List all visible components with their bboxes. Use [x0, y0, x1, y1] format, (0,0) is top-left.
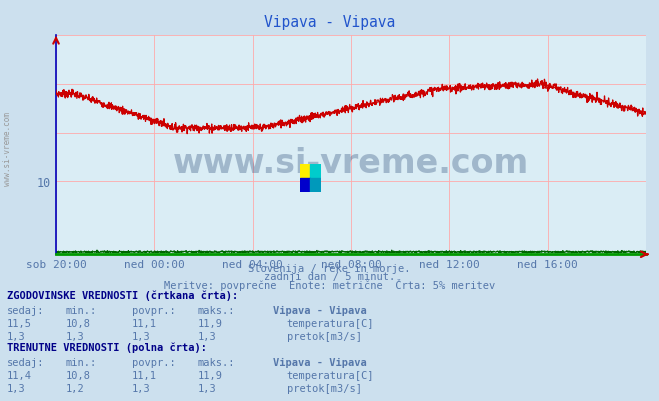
Text: Vipava - Vipava: Vipava - Vipava	[264, 14, 395, 30]
Text: 11,5: 11,5	[7, 318, 32, 328]
Text: min.:: min.:	[66, 357, 97, 367]
Text: sedaj:: sedaj:	[7, 305, 44, 315]
Text: temperatura[C]: temperatura[C]	[287, 318, 374, 328]
Text: pretok[m3/s]: pretok[m3/s]	[287, 332, 362, 341]
Text: 1,3: 1,3	[132, 383, 150, 393]
Text: 1,3: 1,3	[7, 332, 25, 341]
Text: 11,9: 11,9	[198, 370, 223, 380]
Text: povpr.:: povpr.:	[132, 305, 175, 315]
Text: Meritve: povprečne  Enote: metrične  Črta: 5% meritev: Meritve: povprečne Enote: metrične Črta:…	[164, 278, 495, 290]
Text: www.si-vreme.com: www.si-vreme.com	[3, 111, 12, 185]
Text: povpr.:: povpr.:	[132, 357, 175, 367]
Text: 1,3: 1,3	[66, 332, 84, 341]
Text: Slovenija / reke in morje.: Slovenija / reke in morje.	[248, 263, 411, 273]
Text: 1,3: 1,3	[198, 332, 216, 341]
Text: 11,4: 11,4	[7, 370, 32, 380]
Text: 1,3: 1,3	[7, 383, 25, 393]
Text: min.:: min.:	[66, 305, 97, 315]
Text: 10,8: 10,8	[66, 318, 91, 328]
Bar	[300, 164, 310, 178]
Text: ZGODOVINSKE VREDNOSTI (črtkana črta):: ZGODOVINSKE VREDNOSTI (črtkana črta):	[7, 290, 238, 300]
Bar	[310, 164, 321, 178]
Text: 10,8: 10,8	[66, 370, 91, 380]
Text: Vipava - Vipava: Vipava - Vipava	[273, 357, 367, 367]
Text: zadnji dan / 5 minut.: zadnji dan / 5 minut.	[264, 271, 395, 281]
Text: 1,3: 1,3	[132, 332, 150, 341]
Text: 11,1: 11,1	[132, 370, 157, 380]
Text: pretok[m3/s]: pretok[m3/s]	[287, 383, 362, 393]
Text: TRENUTNE VREDNOSTI (polna črta):: TRENUTNE VREDNOSTI (polna črta):	[7, 341, 206, 352]
Text: www.si-vreme.com: www.si-vreme.com	[173, 146, 529, 179]
Text: sedaj:: sedaj:	[7, 357, 44, 367]
Text: Vipava - Vipava: Vipava - Vipava	[273, 305, 367, 315]
Text: maks.:: maks.:	[198, 357, 235, 367]
Text: 1,3: 1,3	[198, 383, 216, 393]
Bar	[310, 178, 321, 192]
Text: temperatura[C]: temperatura[C]	[287, 370, 374, 380]
Bar	[300, 178, 310, 192]
Text: maks.:: maks.:	[198, 305, 235, 315]
Text: 11,9: 11,9	[198, 318, 223, 328]
Text: 1,2: 1,2	[66, 383, 84, 393]
Text: 11,1: 11,1	[132, 318, 157, 328]
